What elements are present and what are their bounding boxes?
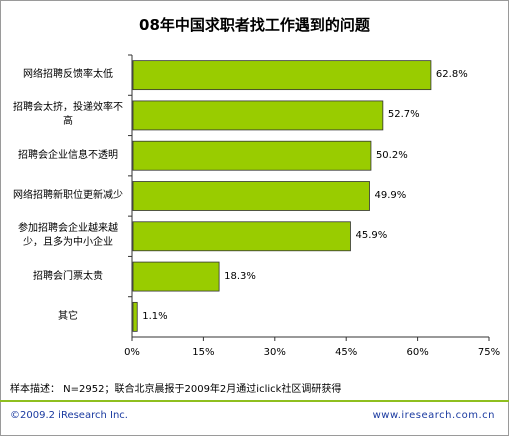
x-tick-label: 60% bbox=[406, 347, 429, 358]
bar bbox=[132, 100, 384, 131]
category-label: 网络招聘新职位更新减少 bbox=[13, 189, 123, 201]
x-tick-label: 45% bbox=[335, 347, 358, 358]
value-label: 45.9% bbox=[355, 230, 388, 242]
category-label: 招聘会门票太贵 bbox=[33, 270, 103, 282]
sample-note: 样本描述： N=2952；联合北京晨报于2009年2月通过iclick社区调研获… bbox=[10, 384, 342, 395]
bar-group bbox=[132, 60, 432, 332]
footer-divider bbox=[0, 400, 509, 402]
category-label: 参加招聘会企业越来越少，且多为中小企业 bbox=[18, 223, 118, 249]
x-tick-label: 30% bbox=[263, 347, 286, 358]
copyright-text: ©2009.2 iResearch Inc. bbox=[10, 410, 128, 421]
category-label: 招聘会企业信息不透明 bbox=[18, 149, 118, 161]
bar bbox=[132, 301, 138, 332]
x-tick-label: 0% bbox=[124, 347, 140, 358]
bar bbox=[132, 181, 370, 211]
x-tick-label: 15% bbox=[192, 347, 215, 358]
bar bbox=[132, 221, 351, 252]
value-label: 1.1% bbox=[142, 310, 168, 322]
chart-title: 08年中国求职者找工作遇到的问题 bbox=[139, 16, 370, 34]
value-label: 50.2% bbox=[375, 149, 408, 161]
category-label: 网络招聘反馈率太低 bbox=[23, 69, 113, 81]
category-label: 其它 bbox=[58, 310, 78, 322]
value-label: 18.3% bbox=[224, 270, 256, 282]
value-label: 52.7% bbox=[387, 109, 420, 121]
category-label: 招聘会太挤，投递效率不高 bbox=[13, 102, 123, 128]
value-label: 62.8% bbox=[435, 69, 468, 81]
value-label: 49.9% bbox=[374, 190, 407, 201]
x-tick-label: 75% bbox=[477, 347, 501, 358]
axes bbox=[128, 54, 490, 341]
bar bbox=[132, 60, 432, 91]
website-link[interactable]: www.iresearch.com.cn bbox=[372, 410, 495, 421]
bar bbox=[132, 261, 220, 292]
bar bbox=[132, 140, 372, 171]
